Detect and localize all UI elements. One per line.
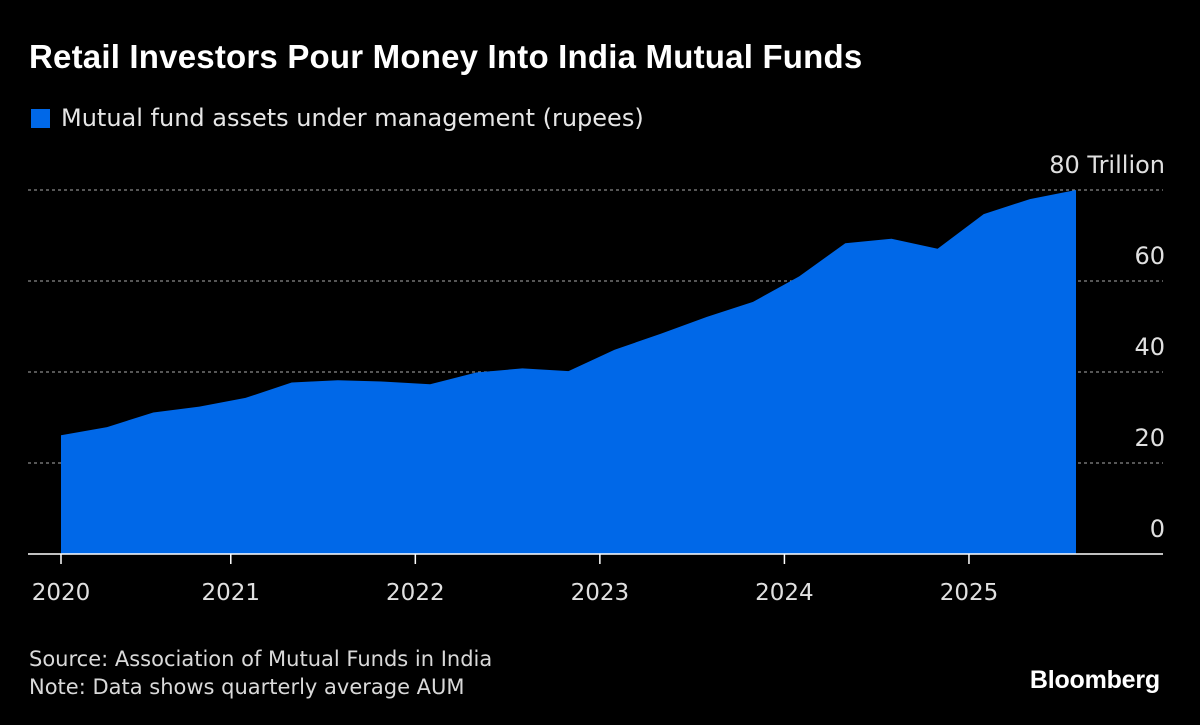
x-tick-label: 2021	[202, 580, 261, 606]
legend-swatch	[31, 108, 50, 128]
y-tick-label: 80 Trillion	[1049, 151, 1165, 179]
x-tick-label: 2023	[571, 580, 630, 606]
series-area	[61, 190, 1076, 554]
data-note: Note: Data shows quarterly average AUM	[29, 675, 465, 699]
y-tick-label: 20	[1134, 424, 1165, 452]
x-tick-label: 2022	[386, 580, 445, 606]
chart-title: Retail Investors Pour Money Into India M…	[29, 38, 863, 75]
y-tick-label: 60	[1134, 242, 1165, 270]
x-tick-label: 2020	[32, 580, 91, 606]
y-tick-label: 0	[1150, 515, 1165, 543]
bloomberg-logo: Bloomberg	[1029, 666, 1160, 694]
x-tick-label: 2025	[940, 580, 999, 606]
footer: Source: Association of Mutual Funds in I…	[29, 645, 492, 701]
legend-label: Mutual fund assets under management (rup…	[61, 104, 644, 132]
x-tick-label: 2024	[755, 580, 814, 606]
y-tick-label: 40	[1134, 333, 1165, 361]
legend: Mutual fund assets under management (rup…	[31, 104, 644, 132]
source-note: Source: Association of Mutual Funds in I…	[29, 647, 493, 671]
